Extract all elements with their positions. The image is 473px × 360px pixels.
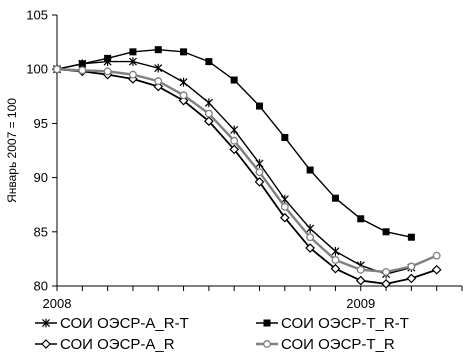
data-point	[306, 166, 314, 174]
data-point	[306, 224, 315, 233]
data-point	[331, 256, 340, 264]
data-point	[128, 57, 137, 67]
data-point	[331, 246, 340, 256]
y-tick-label: 105	[26, 8, 48, 23]
data-point	[154, 63, 163, 73]
data-point	[263, 340, 271, 348]
data-point	[382, 267, 391, 276]
data-point	[407, 233, 415, 241]
data-point	[381, 278, 391, 289]
data-point	[41, 318, 51, 328]
data-point	[129, 48, 137, 56]
y-tick-label: 90	[34, 170, 48, 185]
legend-label: СОИ ОЭСР-T_R-T	[281, 315, 409, 332]
data-point	[103, 67, 112, 76]
data-point	[104, 54, 112, 62]
data-point	[305, 243, 315, 253]
data-point	[356, 265, 365, 274]
data-point	[355, 275, 366, 286]
data-point	[230, 125, 239, 135]
y-axis-label: Январь 2007 = 100	[5, 98, 19, 203]
data-point	[432, 251, 441, 260]
series-line-1	[56, 60, 412, 275]
x-tick-label: 2008	[43, 296, 72, 311]
y-tick-label: 100	[26, 62, 48, 77]
legend-label: СОИ ОЭСР-T_R	[281, 336, 395, 353]
data-point	[256, 102, 263, 110]
legend-label: СОИ ОЭСР-A_R	[60, 336, 175, 353]
data-point	[204, 109, 213, 118]
y-tick-label: 95	[34, 116, 48, 131]
data-point	[178, 95, 189, 106]
series-line-4	[56, 68, 438, 274]
data-point	[205, 58, 213, 66]
data-point	[255, 159, 264, 168]
data-point	[431, 264, 442, 275]
data-point	[279, 212, 290, 223]
data-point	[263, 319, 271, 327]
data-point	[153, 81, 164, 92]
data-point	[280, 202, 289, 211]
data-point	[154, 46, 162, 54]
data-point	[179, 77, 188, 87]
data-point	[331, 194, 339, 202]
x-tick-label: 2009	[346, 296, 375, 311]
data-point	[53, 65, 61, 74]
data-point	[357, 215, 365, 223]
data-point	[41, 339, 51, 349]
data-point	[128, 70, 137, 79]
data-point	[154, 77, 163, 86]
data-point	[204, 98, 213, 108]
data-point	[407, 262, 416, 271]
legend-label: СОИ ОЭСР-A_R-T	[60, 315, 189, 332]
series-line-3	[56, 68, 437, 285]
data-point	[254, 177, 265, 187]
data-point	[382, 228, 390, 236]
data-point	[204, 116, 214, 127]
data-point	[180, 48, 188, 56]
data-point	[230, 136, 239, 145]
data-point	[78, 66, 87, 75]
data-point	[78, 60, 86, 68]
data-point	[179, 91, 188, 100]
y-tick-label: 80	[34, 279, 48, 294]
data-point	[229, 144, 240, 155]
data-point	[281, 133, 289, 141]
data-point	[330, 263, 341, 274]
data-point	[230, 76, 238, 84]
data-point	[306, 233, 315, 242]
y-tick-label: 85	[34, 224, 48, 239]
data-point	[406, 273, 417, 284]
data-point	[255, 168, 264, 177]
